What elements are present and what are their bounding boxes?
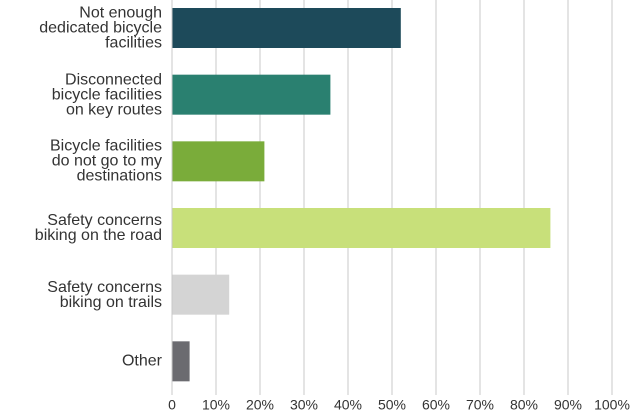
bar (172, 74, 331, 115)
category-label: Not enough dedicated bicycle facilities (39, 4, 162, 52)
bar (172, 208, 551, 248)
x-tick-label: 40% (334, 397, 362, 413)
x-tick-label: 80% (510, 397, 538, 413)
x-tick-label: 100% (594, 397, 630, 413)
x-tick-label: 30% (290, 397, 318, 413)
bar (172, 341, 190, 382)
x-tick-label: 70% (466, 397, 494, 413)
bar (172, 8, 401, 48)
x-tick-label: 10% (202, 397, 230, 413)
category-label: Bicycle facilities do not go to my desti… (49, 137, 162, 185)
category-label: Safety concerns biking on the road (34, 212, 162, 244)
bar (172, 141, 265, 182)
category-label: Disconnected bicycle facilities on key r… (51, 71, 162, 119)
category-label: Other (121, 352, 162, 370)
bar (172, 274, 230, 315)
category-label: Safety concerns biking on trails (47, 278, 162, 311)
x-tick-label: 60% (422, 397, 450, 413)
x-tick-label: 90% (554, 397, 582, 413)
x-tick-label: 50% (378, 397, 406, 413)
x-tick-label: 20% (246, 397, 274, 413)
x-tick-label: 0 (168, 397, 176, 413)
